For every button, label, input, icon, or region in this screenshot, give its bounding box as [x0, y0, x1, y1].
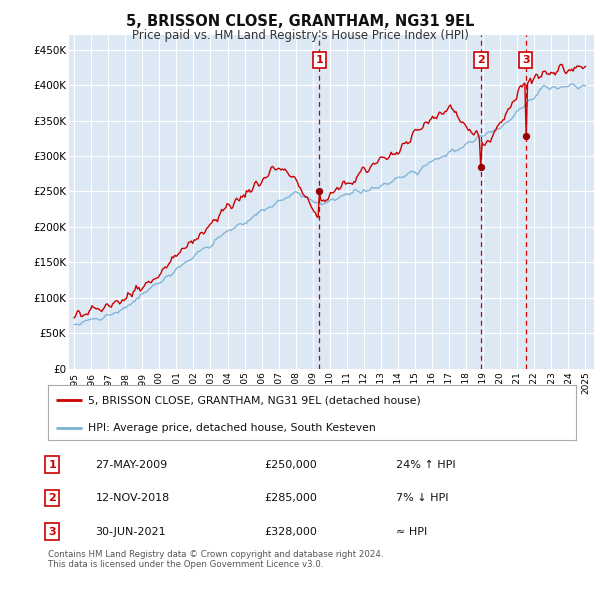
Text: Contains HM Land Registry data © Crown copyright and database right 2024.
This d: Contains HM Land Registry data © Crown c… [48, 550, 383, 569]
Text: 30-JUN-2021: 30-JUN-2021 [95, 526, 166, 536]
Text: 1: 1 [49, 460, 56, 470]
Text: £285,000: £285,000 [265, 493, 317, 503]
Point [314, 186, 324, 196]
Text: ≈ HPI: ≈ HPI [397, 526, 428, 536]
Text: 24% ↑ HPI: 24% ↑ HPI [397, 460, 456, 470]
Text: 12-NOV-2018: 12-NOV-2018 [95, 493, 170, 503]
Text: 5, BRISSON CLOSE, GRANTHAM, NG31 9EL: 5, BRISSON CLOSE, GRANTHAM, NG31 9EL [126, 14, 474, 28]
Text: 3: 3 [522, 55, 529, 65]
Text: 2: 2 [477, 55, 485, 65]
Text: 3: 3 [49, 526, 56, 536]
Text: Price paid vs. HM Land Registry's House Price Index (HPI): Price paid vs. HM Land Registry's House … [131, 30, 469, 42]
Point [521, 132, 530, 141]
Text: £250,000: £250,000 [265, 460, 317, 470]
Point [476, 162, 486, 171]
Text: 2: 2 [49, 493, 56, 503]
Text: 1: 1 [316, 55, 323, 65]
Text: HPI: Average price, detached house, South Kesteven: HPI: Average price, detached house, Sout… [88, 422, 376, 432]
Text: £328,000: £328,000 [265, 526, 317, 536]
Text: 27-MAY-2009: 27-MAY-2009 [95, 460, 168, 470]
Text: 5, BRISSON CLOSE, GRANTHAM, NG31 9EL (detached house): 5, BRISSON CLOSE, GRANTHAM, NG31 9EL (de… [88, 395, 421, 405]
Text: 7% ↓ HPI: 7% ↓ HPI [397, 493, 449, 503]
